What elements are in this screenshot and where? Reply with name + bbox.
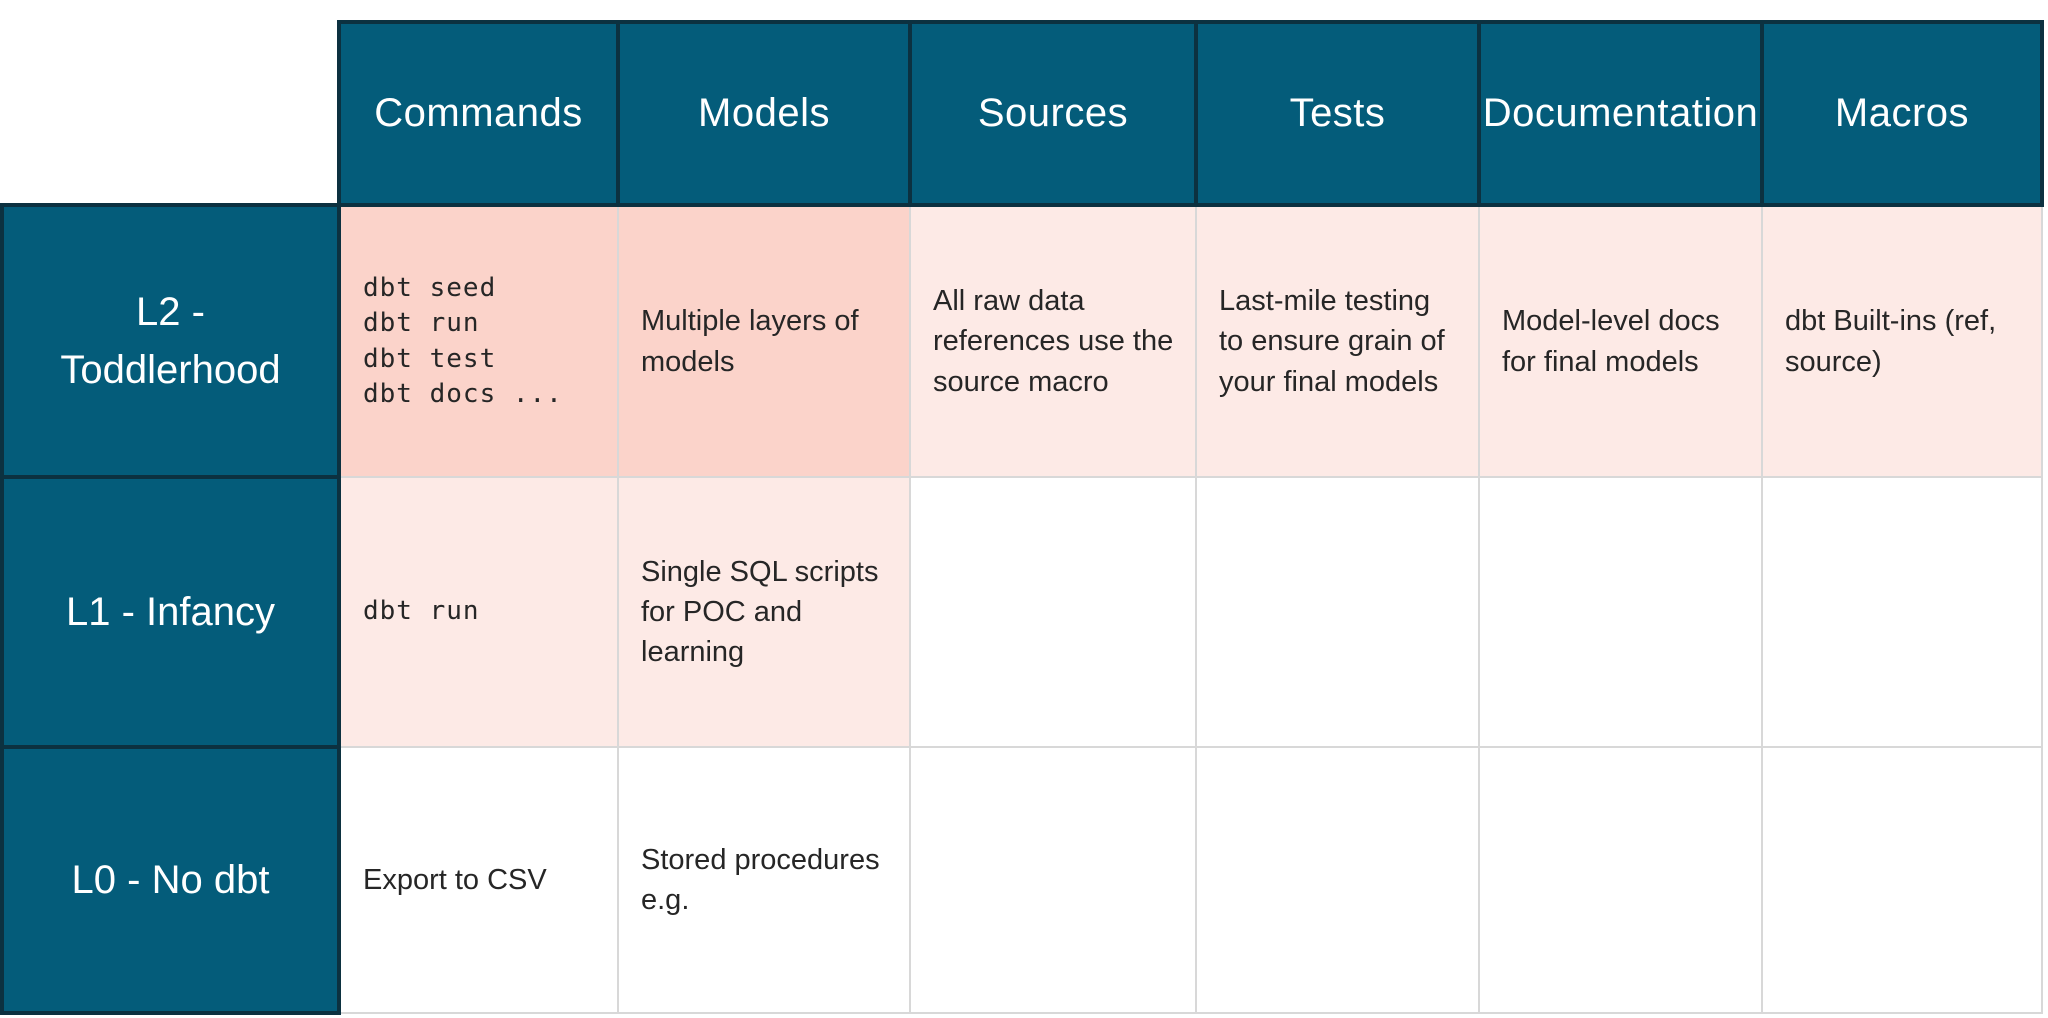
cell-l2-documentation: Model-level docs for final models bbox=[1478, 204, 1763, 478]
cell-l0-documentation bbox=[1478, 746, 1763, 1014]
cell-text: Export to CSV bbox=[363, 863, 547, 896]
cell-text: All raw data references use the source m… bbox=[933, 285, 1174, 398]
row-l0-no-dbt: L0 - No dbt Export to CSV Stored procedu… bbox=[0, 745, 2043, 1015]
cell-text: dbt seed dbt run dbt test dbt docs ... bbox=[363, 273, 563, 409]
cell-text: Single SQL scripts for POC and learning bbox=[641, 555, 879, 668]
cell-l2-commands: dbt seed dbt run dbt test dbt docs ... bbox=[338, 204, 619, 478]
cell-l0-tests bbox=[1195, 746, 1480, 1014]
column-header-sources: Sources bbox=[908, 20, 1198, 207]
dbt-maturity-table: Commands Models Sources Tests Documentat… bbox=[0, 20, 2044, 1015]
cell-l2-sources: All raw data references use the source m… bbox=[909, 204, 1197, 478]
cell-l0-commands: Export to CSV bbox=[338, 746, 619, 1014]
column-header-macros: Macros bbox=[1760, 20, 2044, 207]
cell-l2-models: Multiple layers of models bbox=[617, 204, 911, 478]
row-header-l2: L2 - Toddlerhood bbox=[0, 203, 341, 479]
cell-l1-documentation bbox=[1478, 476, 1763, 748]
cell-l1-sources bbox=[909, 476, 1197, 748]
row-header-l0: L0 - No dbt bbox=[0, 745, 341, 1015]
column-header-documentation: Documentation bbox=[1477, 20, 1764, 207]
row-l2-toddlerhood: L2 - Toddlerhood dbt seed dbt run dbt te… bbox=[0, 203, 2043, 479]
cell-text: Last-mile testing to ensure grain of you… bbox=[1219, 285, 1445, 398]
cell-l2-macros: dbt Built-ins (ref, source) bbox=[1761, 204, 2043, 478]
corner-blank-cell bbox=[2, 22, 339, 205]
cell-text: Multiple layers of models bbox=[641, 305, 859, 378]
cell-text: dbt Built-ins (ref, source) bbox=[1785, 305, 1997, 378]
header-row: Commands Models Sources Tests Documentat… bbox=[2, 20, 2044, 207]
cell-l0-macros bbox=[1761, 746, 2043, 1014]
cell-l0-sources bbox=[909, 746, 1197, 1014]
row-header-l1: L1 - Infancy bbox=[0, 475, 341, 749]
column-header-tests: Tests bbox=[1194, 20, 1481, 207]
cell-text: Stored procedures e.g. bbox=[641, 843, 880, 916]
row-l1-infancy: L1 - Infancy dbt run Single SQL scripts … bbox=[0, 475, 2043, 749]
cell-text: dbt run bbox=[363, 596, 480, 627]
column-header-models: Models bbox=[616, 20, 912, 207]
cell-l0-models: Stored procedures e.g. bbox=[617, 746, 911, 1014]
cell-l1-tests bbox=[1195, 476, 1480, 748]
cell-l1-commands: dbt run bbox=[338, 476, 619, 748]
cell-l1-models: Single SQL scripts for POC and learning bbox=[617, 476, 911, 748]
cell-text: Model-level docs for final models bbox=[1502, 305, 1720, 378]
column-header-commands: Commands bbox=[337, 20, 620, 207]
cell-l2-tests: Last-mile testing to ensure grain of you… bbox=[1195, 204, 1480, 478]
cell-l1-macros bbox=[1761, 476, 2043, 748]
